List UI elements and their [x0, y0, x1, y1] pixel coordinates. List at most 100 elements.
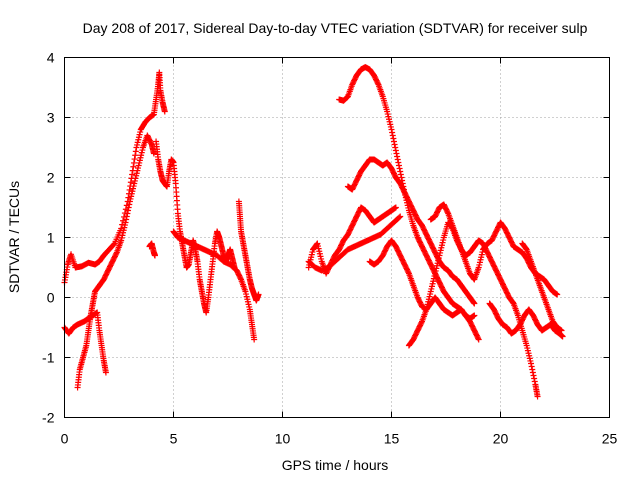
- data-point: [132, 152, 139, 159]
- plot-frame: [64, 57, 610, 418]
- data-point: [531, 375, 538, 382]
- series-trace-15: [486, 300, 566, 340]
- x-tick-label: 0: [61, 431, 69, 447]
- data-point: [388, 126, 395, 133]
- data-point: [389, 132, 396, 139]
- data-point: [125, 207, 132, 214]
- series-trace-5: [146, 240, 158, 259]
- series-trace-2: [61, 309, 109, 376]
- data-point: [129, 171, 136, 178]
- y-axis-label: SDTVAR / TECUs: [6, 181, 22, 293]
- data-point: [123, 216, 130, 223]
- data-point: [390, 135, 397, 142]
- series-trace-1: [61, 69, 168, 286]
- y-tick-label: 0: [47, 290, 55, 306]
- data-point: [559, 333, 566, 340]
- data-point: [394, 156, 401, 163]
- x-tick-label: 5: [170, 431, 178, 447]
- y-tick-label: -2: [42, 410, 55, 426]
- data-point: [150, 150, 157, 157]
- series-trace-7: [235, 198, 262, 304]
- series-trace-10: [336, 64, 482, 343]
- data-point: [396, 214, 403, 221]
- data-point: [392, 204, 399, 211]
- data-point: [131, 156, 138, 163]
- data-point: [392, 144, 399, 151]
- data-point: [126, 201, 133, 208]
- x-tick-label: 25: [602, 431, 618, 447]
- y-tick-label: 2: [47, 170, 55, 186]
- x-axis-label: GPS time / hours: [282, 457, 389, 473]
- y-tick-label: 3: [47, 110, 55, 126]
- data-marks: [61, 64, 566, 400]
- data-point: [529, 366, 536, 373]
- data-point: [391, 141, 398, 148]
- data-point: [534, 393, 541, 400]
- data-point: [130, 163, 137, 170]
- data-point: [530, 372, 537, 379]
- series-trace-3: [74, 132, 157, 391]
- series-trace-4: [153, 138, 238, 316]
- series-trace-9: [305, 213, 404, 274]
- data-point: [113, 250, 120, 257]
- y-tick-label: 1: [47, 230, 55, 246]
- data-point: [397, 171, 404, 178]
- data-point: [395, 159, 402, 166]
- data-point: [529, 369, 536, 376]
- x-tick-label: 20: [493, 431, 509, 447]
- data-point: [475, 336, 482, 343]
- data-point: [471, 312, 478, 319]
- y-tick-label: -1: [42, 350, 55, 366]
- data-point: [389, 129, 396, 136]
- data-point: [554, 291, 561, 298]
- y-tick-label: 4: [47, 50, 55, 66]
- data-point: [127, 179, 134, 186]
- data-point: [418, 319, 425, 326]
- data-point: [444, 209, 451, 216]
- series-trace-6: [170, 228, 258, 343]
- data-point: [475, 335, 482, 342]
- data-point: [102, 369, 109, 376]
- series-trace-12: [366, 237, 478, 322]
- data-point: [151, 252, 158, 259]
- series-trace-16: [519, 240, 565, 334]
- data-point: [528, 363, 535, 370]
- data-point: [132, 148, 139, 155]
- data-point: [470, 299, 477, 306]
- data-point: [125, 204, 132, 211]
- x-tick-label: 10: [275, 431, 291, 447]
- data-point: [393, 150, 400, 157]
- data-point: [237, 275, 244, 282]
- data-point: [395, 162, 402, 169]
- data-point: [255, 291, 262, 298]
- data-point: [396, 165, 403, 172]
- data-point: [531, 378, 538, 385]
- data-point: [471, 300, 478, 307]
- data-point: [124, 210, 131, 217]
- data-point: [123, 213, 130, 220]
- data-point: [392, 147, 399, 154]
- data-point: [126, 186, 133, 193]
- series-trace-11: [344, 156, 478, 307]
- data-point: [122, 219, 129, 226]
- grid-layer: [64, 57, 610, 418]
- data-point: [390, 138, 397, 145]
- data-point: [251, 336, 258, 343]
- data-point: [528, 360, 535, 367]
- series-trace-8: [305, 204, 399, 277]
- data-point: [398, 174, 405, 181]
- chart-title: Day 208 of 2017, Sidereal Day-to-day VTE…: [83, 20, 588, 36]
- data-point: [110, 241, 117, 248]
- data-point: [394, 153, 401, 160]
- data-point: [161, 108, 168, 115]
- x-tick-label: 15: [384, 431, 400, 447]
- series-trace-13: [405, 219, 541, 400]
- data-point: [374, 80, 381, 87]
- data-point: [130, 159, 137, 166]
- data-point: [397, 213, 404, 220]
- data-point: [558, 327, 565, 334]
- axis-ticks: 0 5 10 15 20 25 -2 -1 0 1 2 3 4: [42, 50, 617, 447]
- data-point: [405, 269, 412, 276]
- data-point: [397, 168, 404, 175]
